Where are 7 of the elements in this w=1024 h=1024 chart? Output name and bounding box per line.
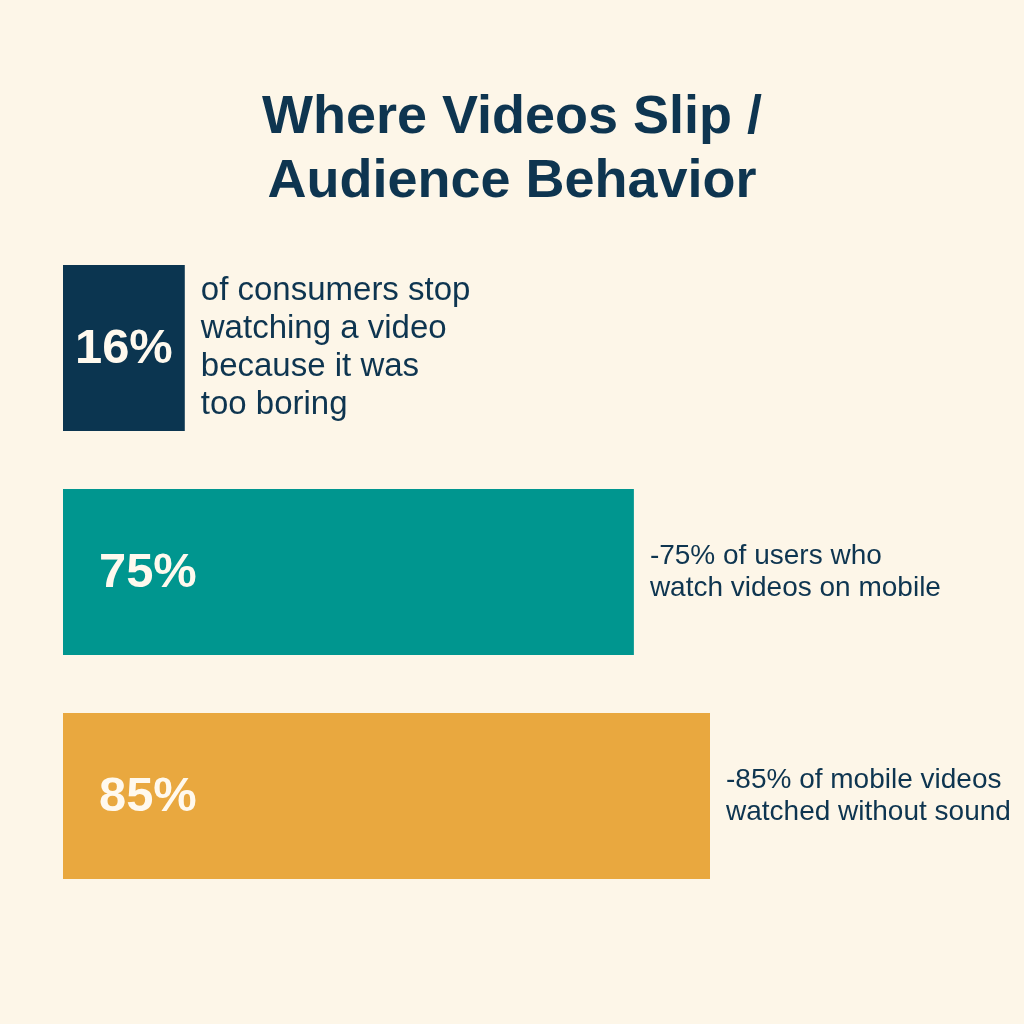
- data-label: 85%: [99, 767, 197, 822]
- data-label: 75%: [99, 543, 197, 598]
- chart-title: Where Videos Slip / Audience Behavior: [260, 83, 764, 210]
- annotation: of consumers stop watching a video because it was too boring: [199, 270, 471, 422]
- text: -85% of mobile videos watched without sound: [725, 762, 1011, 826]
- annotation: -75% of users who watch videos on mobile: [648, 538, 941, 602]
- data-label: 16%: [75, 319, 173, 374]
